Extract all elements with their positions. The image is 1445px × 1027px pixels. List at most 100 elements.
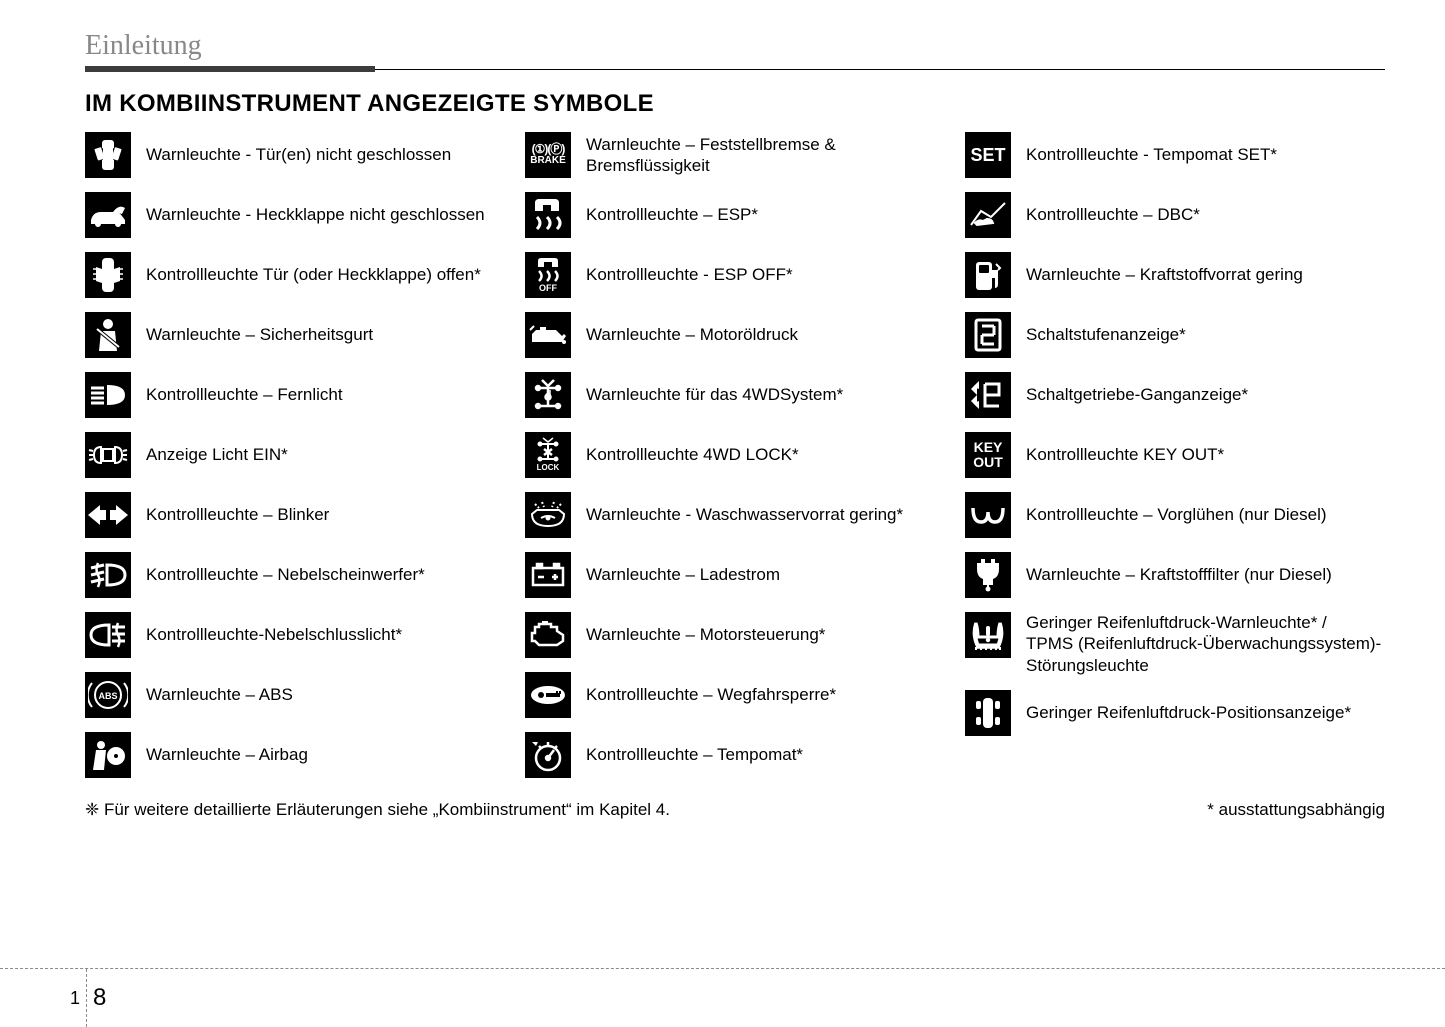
brake-icon-bottom: BRAKE [530, 156, 566, 167]
symbol-item: ABS Warnleuchte – ABS [85, 672, 505, 718]
symbol-label: Warnleuchte – Ladestrom [586, 564, 780, 585]
symbol-item: Kontrollleuchte – Fernlicht [85, 372, 505, 418]
symbol-label: Schaltstufenanzeige* [1026, 324, 1186, 345]
page-title: IM KOMBIINSTRUMENT ANGEZEIGTE SYMBOLE [85, 90, 1385, 118]
column-1: Warnleuchte - Tür(en) nicht geschlossen … [85, 132, 505, 778]
footnote-right: * ausstattungsabhängig [1207, 800, 1385, 820]
symbol-item: Warnleuchte – Airbag [85, 732, 505, 778]
symbol-item: Kontrollleuchte – Blinker [85, 492, 505, 538]
engine-icon [525, 612, 571, 658]
tire-position-icon [965, 690, 1011, 736]
symbol-label: Anzeige Licht EIN* [146, 444, 288, 465]
4wd-icon [525, 372, 571, 418]
symbol-item: Schaltstufenanzeige* [965, 312, 1385, 358]
dbc-icon [965, 192, 1011, 238]
symbol-item: Geringer Reifenluftdruck-Warnleuchte* / … [965, 612, 1385, 676]
key-out-icon: KEY OUT [965, 432, 1011, 478]
washer-fluid-icon [525, 492, 571, 538]
svg-text:ABS: ABS [98, 691, 117, 701]
symbol-item: Kontrollleuchte – Nebelscheinwerfer* [85, 552, 505, 598]
symbol-label: Kontrollleuchte – Fernlicht [146, 384, 343, 405]
seatbelt-icon [85, 312, 131, 358]
symbol-label: Kontrollleuchte-Nebelschlusslicht* [146, 624, 402, 645]
symbol-label: Warnleuchte – Kraftstoffvorrat gering [1026, 264, 1303, 285]
abs-icon: ABS [85, 672, 131, 718]
turn-signal-icon [85, 492, 131, 538]
header-rule [85, 66, 1385, 72]
symbol-label: Warnleuchte – Airbag [146, 744, 308, 765]
cruise-control-icon [525, 732, 571, 778]
page-header: Einleitung [85, 30, 1385, 72]
front-fog-icon [85, 552, 131, 598]
symbol-label: Kontrollleuchte KEY OUT* [1026, 444, 1224, 465]
symbol-label: Kontrollleuchte - Tempomat SET* [1026, 144, 1277, 165]
4wd-lock-text: LOCK [537, 464, 560, 472]
symbol-label: Kontrollleuchte Tür (oder Heckklappe) of… [146, 264, 481, 285]
door-ajar-icon [85, 252, 131, 298]
fuel-filter-icon [965, 552, 1011, 598]
door-open-icon [85, 132, 131, 178]
symbol-item: Warnleuchte für das 4WDSystem* [525, 372, 945, 418]
symbol-item: OFF Kontrollleuchte - ESP OFF* [525, 252, 945, 298]
symbol-item: Warnleuchte - Tür(en) nicht geschlossen [85, 132, 505, 178]
high-beam-icon [85, 372, 131, 418]
chapter-title: Einleitung [85, 30, 1385, 62]
symbol-label: Warnleuchte – Sicherheitsgurt [146, 324, 373, 345]
column-3: SET Kontrollleuchte - Tempomat SET* Kont… [965, 132, 1385, 778]
esp-off-icon: OFF [525, 252, 571, 298]
page-footer: 1 8 [0, 968, 1445, 1026]
airbag-icon [85, 732, 131, 778]
symbol-label: Warnleuchte - Waschwasservorrat gering* [586, 504, 903, 525]
set-text: SET [970, 146, 1005, 165]
key-text-bottom: OUT [973, 455, 1003, 470]
symbol-item: Kontrollleuchte Tür (oder Heckklappe) of… [85, 252, 505, 298]
symbol-label: Warnleuchte – Motoröldruck [586, 324, 798, 345]
symbol-label: Warnleuchte – ABS [146, 684, 293, 705]
symbol-item: Kontrollleuchte – Tempomat* [525, 732, 945, 778]
gear-shift-icon [965, 312, 1011, 358]
symbol-label: Kontrollleuchte – ESP* [586, 204, 758, 225]
footnote-left: ❈ Für weitere detaillierte Erläuterungen… [85, 800, 670, 820]
page-section-number: 1 [70, 988, 80, 1009]
light-on-icon [85, 432, 131, 478]
trunk-open-icon [85, 192, 131, 238]
symbol-label: Warnleuchte für das 4WDSystem* [586, 384, 843, 405]
symbol-label: Warnleuchte – Motorsteuerung* [586, 624, 825, 645]
manual-gear-icon [965, 372, 1011, 418]
symbol-label: Warnleuchte – Kraftstofffilter (nur Dies… [1026, 564, 1332, 585]
symbol-label: Kontrollleuchte – Tempomat* [586, 744, 803, 765]
symbol-label: Kontrollleuchte – Wegfahrsperre* [586, 684, 836, 705]
symbol-label: Warnleuchte - Heckklappe nicht geschloss… [146, 204, 485, 225]
symbol-item: Anzeige Licht EIN* [85, 432, 505, 478]
symbol-columns: Warnleuchte - Tür(en) nicht geschlossen … [85, 132, 1385, 778]
symbol-label: Kontrollleuchte - ESP OFF* [586, 264, 793, 285]
symbol-label: Warnleuchte – Feststellbremse & Bremsflü… [586, 134, 945, 177]
battery-icon [525, 552, 571, 598]
symbol-item: Kontrollleuchte-Nebelschlusslicht* [85, 612, 505, 658]
symbol-item: Warnleuchte – Sicherheitsgurt [85, 312, 505, 358]
tpms-icon [965, 612, 1011, 658]
symbol-label: Kontrollleuchte 4WD LOCK* [586, 444, 799, 465]
esp-off-text: OFF [539, 284, 557, 293]
symbol-label: Warnleuchte - Tür(en) nicht geschlossen [146, 144, 451, 165]
symbol-item: Warnleuchte - Waschwasservorrat gering* [525, 492, 945, 538]
symbol-item: Warnleuchte - Heckklappe nicht geschloss… [85, 192, 505, 238]
page-number-value: 8 [93, 984, 106, 1012]
symbol-item: Kontrollleuchte – DBC* [965, 192, 1385, 238]
key-text-top: KEY [974, 440, 1003, 455]
symbol-item: KEY OUT Kontrollleuchte KEY OUT* [965, 432, 1385, 478]
symbol-item: Warnleuchte – Ladestrom [525, 552, 945, 598]
symbol-item: SET Kontrollleuchte - Tempomat SET* [965, 132, 1385, 178]
footnotes: ❈ Für weitere detaillierte Erläuterungen… [85, 800, 1385, 820]
glow-plug-icon [965, 492, 1011, 538]
cruise-set-icon: SET [965, 132, 1011, 178]
symbol-label: Kontrollleuchte – Blinker [146, 504, 329, 525]
brake-icon: (①)(Ⓟ) BRAKE [525, 132, 571, 178]
symbol-item: Warnleuchte – Kraftstofffilter (nur Dies… [965, 552, 1385, 598]
4wd-lock-icon: LOCK [525, 432, 571, 478]
symbol-label: Geringer Reifenluftdruck-Warnleuchte* / … [1026, 612, 1385, 676]
symbol-item: Kontrollleuchte – ESP* [525, 192, 945, 238]
symbol-label: Schaltgetriebe-Ganganzeige* [1026, 384, 1248, 405]
symbol-label: Kontrollleuchte – Nebelscheinwerfer* [146, 564, 425, 585]
symbol-item: Kontrollleuchte – Vorglühen (nur Diesel) [965, 492, 1385, 538]
